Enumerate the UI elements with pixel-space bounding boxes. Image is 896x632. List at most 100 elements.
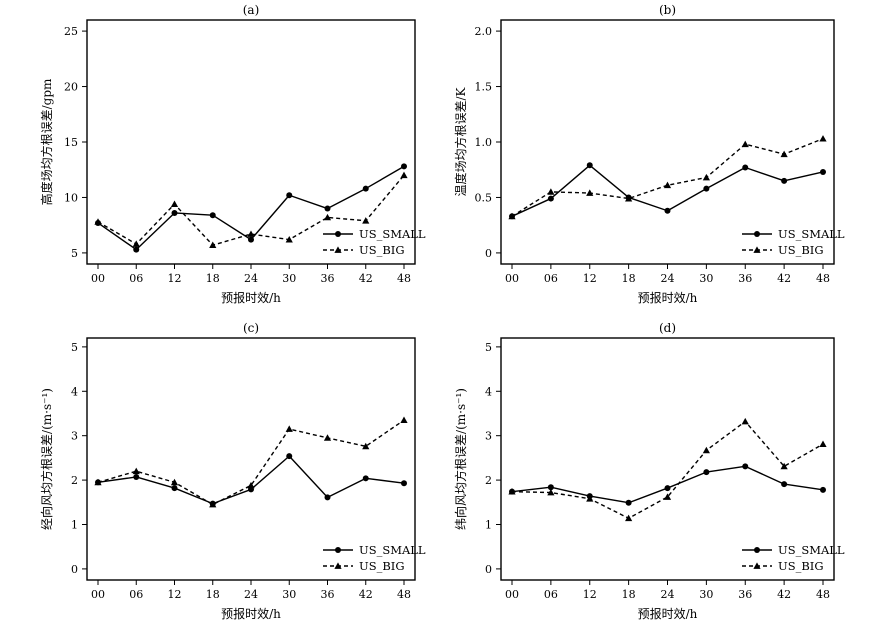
data-point-us-small bbox=[820, 168, 826, 175]
x-axis-title: 预报时效/h bbox=[638, 290, 698, 305]
x-axis-title: 预报时效/h bbox=[638, 606, 698, 621]
legend-marker-us-big bbox=[753, 246, 761, 253]
x-tick-label: 42 bbox=[777, 588, 791, 601]
chart-title: (d) bbox=[659, 321, 676, 335]
x-tick-label: 24 bbox=[244, 272, 258, 285]
data-point-us-big bbox=[209, 241, 217, 249]
data-point-us-big bbox=[625, 514, 633, 522]
chart-panel-a: (a) 00 06 12 18 24 30 36 42 48 5 10 15 20 25 预报时效/h 高度场均… bbox=[39, 3, 426, 305]
legend: US_SMALL US_BIG bbox=[742, 543, 845, 573]
data-point-us-small bbox=[625, 499, 632, 506]
x-tick-label: 24 bbox=[661, 588, 675, 601]
x-tick-label: 12 bbox=[168, 272, 182, 285]
data-point-us-big bbox=[323, 213, 332, 221]
data-point-us-big bbox=[625, 194, 633, 202]
data-point-us-small bbox=[547, 484, 554, 491]
legend-label-us-small: US_SMALL bbox=[359, 543, 426, 557]
data-point-us-big bbox=[170, 478, 179, 486]
data-point-us-small bbox=[133, 246, 140, 253]
data-point-us-big bbox=[780, 462, 788, 470]
y-axis-title: 纬向风均方根误差/(m·s⁻¹) bbox=[453, 388, 468, 530]
series-us-small bbox=[509, 162, 826, 220]
chart-panel-b: (b) 00 06 12 18 24 30 36 42 48 0 0.5 1.0 1.5 2.0 预报时效/h… bbox=[453, 3, 845, 305]
data-point-us-big bbox=[508, 488, 516, 495]
data-point-us-big bbox=[702, 446, 710, 454]
data-point-us-big bbox=[132, 240, 140, 247]
data-point-us-big bbox=[94, 218, 102, 225]
chart-title: (b) bbox=[659, 3, 676, 17]
series-us-big bbox=[94, 416, 408, 508]
series-us-big bbox=[508, 135, 827, 220]
data-point-us-big bbox=[547, 188, 555, 195]
legend-marker-us-small bbox=[754, 547, 760, 553]
data-point-us-big bbox=[508, 212, 516, 220]
x-tick-label: 24 bbox=[661, 272, 675, 285]
data-point-us-small bbox=[703, 185, 710, 192]
x-tick-label: 00 bbox=[91, 272, 105, 285]
series-line-us-big bbox=[511, 138, 824, 217]
y-tick-label: 0 bbox=[485, 247, 492, 260]
legend-marker-us-big bbox=[334, 246, 342, 253]
data-point-us-small bbox=[133, 473, 140, 480]
legend-label-us-big: US_BIG bbox=[359, 559, 405, 573]
x-axis-title: 预报时效/h bbox=[221, 290, 281, 305]
data-point-us-small bbox=[781, 481, 788, 488]
legend-label-us-small: US_SMALL bbox=[778, 543, 845, 557]
y-tick-label: 5 bbox=[71, 341, 78, 354]
x-tick-label: 06 bbox=[129, 588, 143, 601]
series-us-small bbox=[509, 463, 826, 506]
y-tick-label: 2.0 bbox=[475, 25, 493, 38]
data-point-us-big bbox=[547, 488, 555, 496]
legend-marker-us-big bbox=[753, 562, 761, 569]
x-tick-label: 36 bbox=[738, 272, 752, 285]
y-tick-label: 1 bbox=[71, 518, 78, 531]
y-axis-title: 经向风均方根误差/(m·s⁻¹) bbox=[39, 388, 54, 530]
x-tick-label: 00 bbox=[505, 588, 519, 601]
data-point-us-big bbox=[586, 189, 594, 196]
data-point-us-small bbox=[401, 480, 407, 487]
legend: US_SMALL US_BIG bbox=[742, 227, 845, 257]
x-tick-label: 12 bbox=[168, 588, 182, 601]
legend-label-us-small: US_SMALL bbox=[359, 227, 426, 241]
chart-panel-c: (c)00 06 12 18 24 30 36 42 48012345预报时效/h经向风均方根误… bbox=[39, 321, 426, 621]
data-point-us-big bbox=[170, 200, 179, 207]
data-point-us-small bbox=[820, 486, 826, 493]
data-point-us-big bbox=[663, 493, 672, 500]
data-point-us-small bbox=[781, 177, 788, 184]
y-tick-label: 4 bbox=[71, 385, 78, 398]
series-line-us-big bbox=[511, 420, 824, 519]
x-tick-label: 36 bbox=[738, 588, 752, 601]
data-point-us-big bbox=[94, 478, 102, 486]
legend-marker-us-small bbox=[335, 547, 341, 553]
data-point-us-small bbox=[703, 469, 710, 476]
x-tick-label: 00 bbox=[91, 588, 105, 601]
y-tick-label: 5 bbox=[485, 341, 492, 354]
data-point-us-big bbox=[819, 440, 827, 448]
y-axis-title: 高度场均方根误差/gpm bbox=[39, 78, 54, 205]
data-point-us-big bbox=[400, 171, 408, 179]
series-line-us-small bbox=[97, 455, 405, 505]
y-tick-label: 0 bbox=[71, 563, 78, 576]
data-point-us-small bbox=[324, 494, 331, 501]
legend-marker-us-small bbox=[335, 231, 341, 237]
chart-panel-d: (d)00 06 12 18 24 30 36 42 48012345预报时效/h纬向风均方根误… bbox=[453, 321, 845, 621]
data-point-us-big bbox=[323, 434, 332, 441]
data-point-us-big bbox=[247, 481, 255, 489]
y-tick-label: 1.0 bbox=[475, 136, 493, 149]
y-axis-title: 温度场均方根误差/K bbox=[453, 86, 468, 196]
data-point-us-big bbox=[663, 181, 672, 189]
x-tick-label: 30 bbox=[282, 272, 296, 285]
y-tick-label: 0.5 bbox=[475, 191, 493, 204]
y-tick-label: 20 bbox=[64, 81, 78, 94]
data-point-us-big bbox=[285, 425, 293, 432]
data-point-us-small bbox=[742, 463, 749, 470]
y-tick-label: 15 bbox=[64, 136, 78, 149]
series-us-small bbox=[95, 453, 407, 507]
data-point-us-small bbox=[209, 212, 216, 219]
data-point-us-big bbox=[741, 417, 749, 425]
y-tick-label: 2 bbox=[71, 474, 78, 487]
data-point-us-small bbox=[171, 209, 178, 216]
data-point-us-small bbox=[586, 162, 593, 169]
y-tick-label: 1 bbox=[485, 518, 492, 531]
